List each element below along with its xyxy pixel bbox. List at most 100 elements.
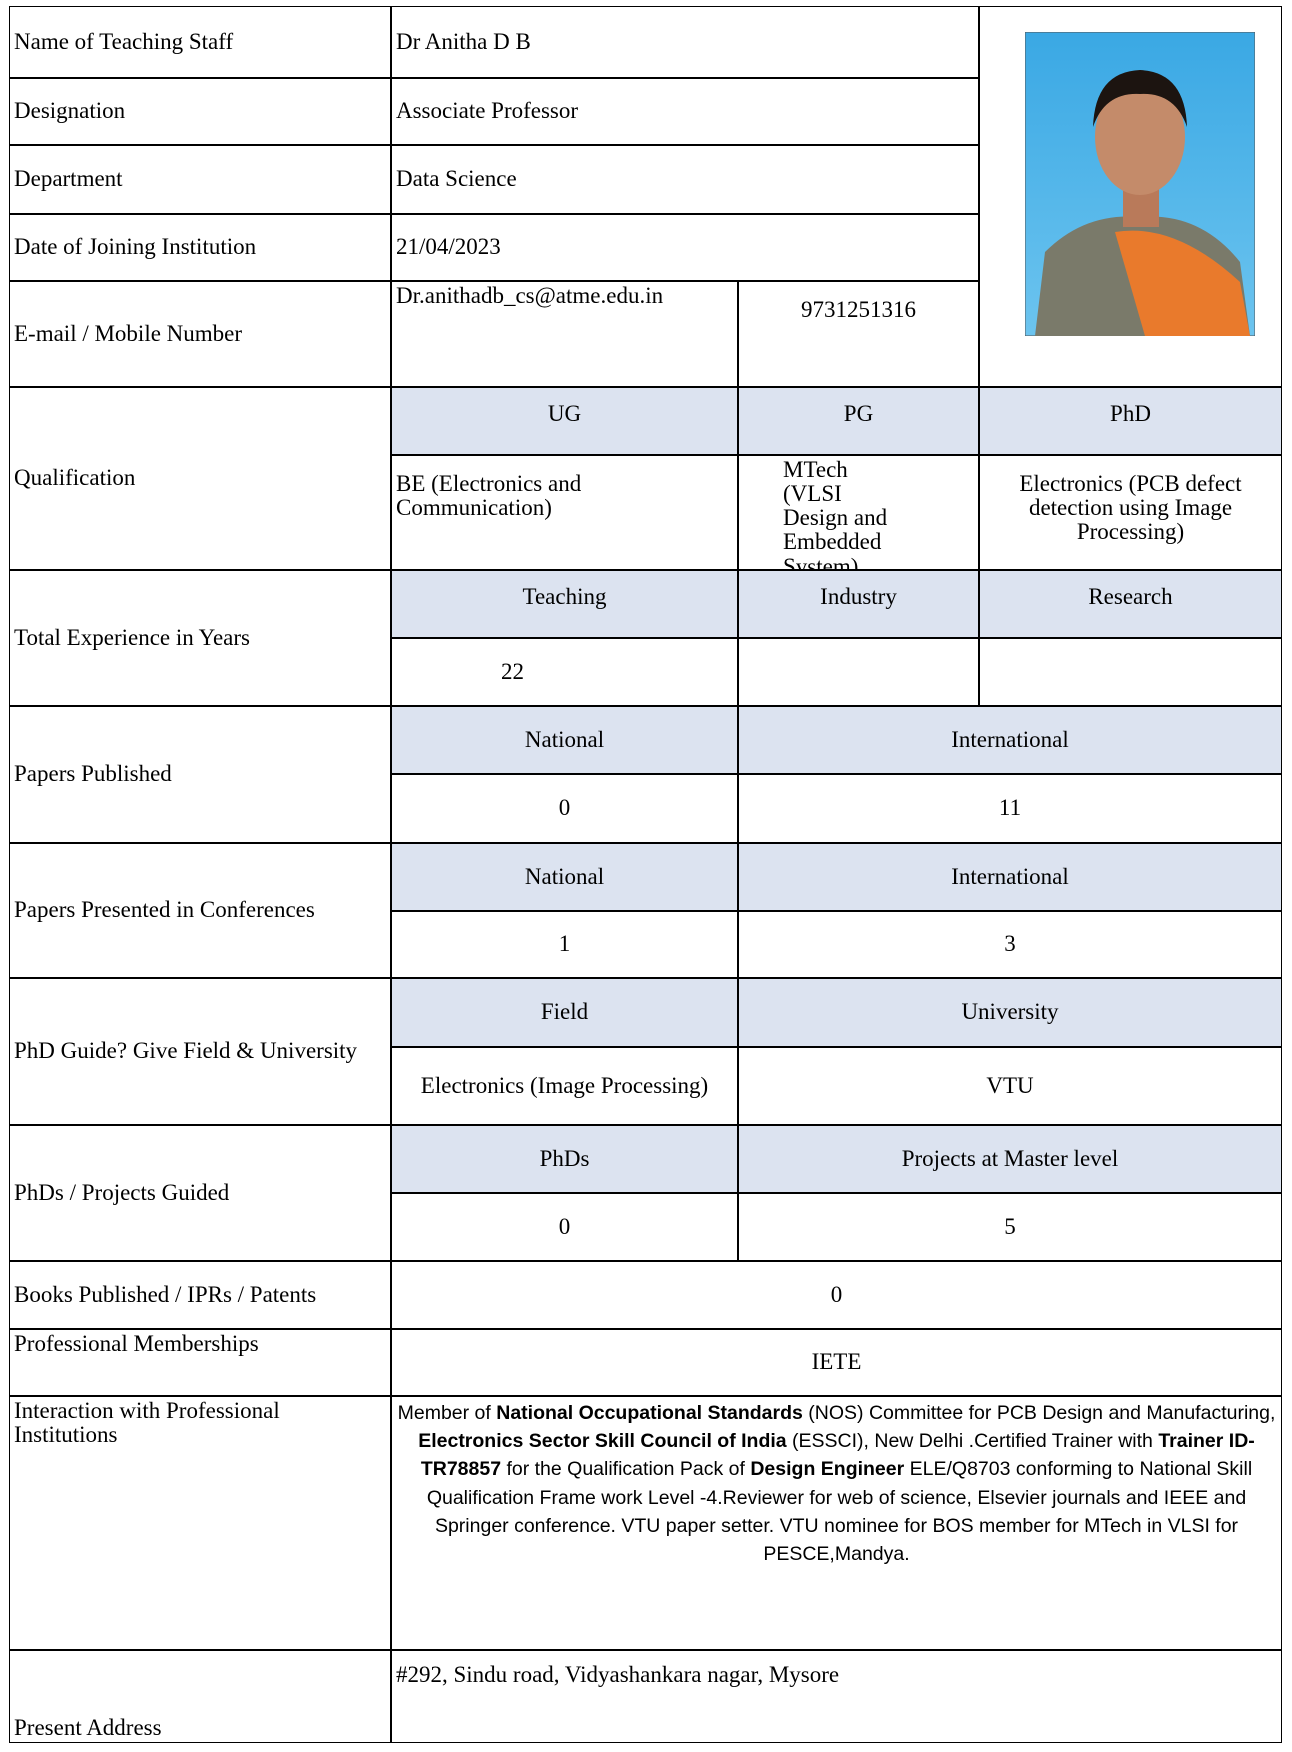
row-label: PhDs / Projects Guided xyxy=(9,1125,391,1261)
col-header-text: PhDs xyxy=(539,1145,590,1171)
row-label-text: Books Published / IPRs / Patents xyxy=(14,1281,317,1307)
col-header: Teaching xyxy=(391,570,738,638)
row-label-text: Professional Memberships xyxy=(14,1331,259,1356)
row-value-text: IETE xyxy=(811,1349,862,1375)
col-value-text: 0 xyxy=(558,1213,571,1239)
col-header: International xyxy=(738,706,1282,774)
row-label-text: Date of Joining Institution xyxy=(14,234,257,260)
row-label-text: Designation xyxy=(14,98,126,124)
text-run: (NOS) Committee for PCB Design and Manuf… xyxy=(802,1402,1276,1424)
col-value-text: 22 xyxy=(501,658,524,684)
col-value: MTech (VLSI Design and Embedded System) xyxy=(738,455,979,578)
col-header: Field xyxy=(391,978,738,1047)
col-value-text: VTU xyxy=(986,1072,1034,1098)
col-header-text: University xyxy=(961,999,1059,1025)
col-value: Electronics (Image Processing) xyxy=(391,1047,738,1125)
col-header: Projects at Master level xyxy=(738,1125,1282,1193)
col-value: 3 xyxy=(738,911,1282,978)
col-header: National xyxy=(391,706,738,774)
col-header-text: PG xyxy=(843,401,874,426)
col-header: University xyxy=(738,978,1282,1047)
col-value xyxy=(738,638,979,706)
row-value: Associate Professor xyxy=(391,78,979,145)
text-run: Trainer ID- TR78857 xyxy=(420,1430,1255,1481)
row-value-text: #292, Sindu road, Vidyashankara nagar, M… xyxy=(396,1662,840,1687)
row-label: Papers Presented in Conferences xyxy=(9,843,391,978)
col-header: PhDs xyxy=(391,1125,738,1193)
row-value: Dr Anitha D B xyxy=(391,6,979,78)
row-label-text: Papers Published xyxy=(14,761,172,787)
row-label-text: Interaction with Professional Institutio… xyxy=(14,1398,280,1448)
row-label: Department xyxy=(9,145,391,214)
photo xyxy=(1025,32,1255,336)
col-value: 5 xyxy=(738,1193,1282,1261)
col-value-text: 5 xyxy=(1004,1213,1016,1239)
col-header-text: Industry xyxy=(820,584,897,609)
row-label: Interaction with Professional Institutio… xyxy=(9,1396,391,1650)
row-value: Data Science xyxy=(391,145,979,214)
row-label-text: PhD Guide? Give Field & University xyxy=(14,1038,358,1064)
row-label: Qualification xyxy=(9,387,391,570)
col-header: Industry xyxy=(738,570,979,638)
col-value-text: 1 xyxy=(558,931,571,957)
row-label-text: Present Address xyxy=(14,1714,162,1740)
row-label: Designation xyxy=(9,78,391,145)
col-header-text: National xyxy=(524,863,605,889)
row-label: Papers Published xyxy=(9,706,391,843)
row-value-text: Associate Professor xyxy=(396,98,579,124)
col-header: Research xyxy=(979,570,1282,638)
col-header: PhD xyxy=(979,387,1282,455)
col-value-text: 3 xyxy=(1004,931,1016,957)
row-label-text: Qualification xyxy=(14,465,136,491)
mobile: 9731251316 xyxy=(738,281,979,387)
row-value-text: Data Science xyxy=(396,166,517,192)
col-header-text: Teaching xyxy=(522,584,607,609)
col-header: International xyxy=(738,843,1282,911)
col-value-text: MTech (VLSI Design and Embedded System) xyxy=(783,457,888,579)
row-value: 21/04/2023 xyxy=(391,214,979,281)
row-label-text: Name of Teaching Staff xyxy=(14,28,234,54)
text-run: Design Engineer xyxy=(750,1458,905,1481)
text-run: Electronics Sector Skill Council of Indi… xyxy=(418,1430,787,1453)
col-header-text: Research xyxy=(1088,584,1173,609)
row-label-text: PhDs / Projects Guided xyxy=(14,1179,230,1205)
row-label: PhD Guide? Give Field & University xyxy=(9,978,391,1125)
text-run: (ESSCI), New Delhi .Certified Trainer wi… xyxy=(786,1430,1159,1453)
col-header-text: International xyxy=(951,863,1069,889)
row-label: Books Published / IPRs / Patents xyxy=(9,1261,391,1329)
interaction-text: Member of National Occupational Standard… xyxy=(391,1396,1282,1650)
col-header-text: Field xyxy=(540,999,589,1025)
row-label-text: E-mail / Mobile Number xyxy=(14,320,243,346)
mobile-text: 9731251316 xyxy=(801,297,916,322)
row-value: #292, Sindu road, Vidyashankara nagar, M… xyxy=(391,1650,1282,1743)
col-value: Electronics (PCB defect detection using … xyxy=(979,455,1282,570)
text-run: National Occupational Standards xyxy=(496,1402,803,1424)
row-label: Date of Joining Institution xyxy=(9,214,391,281)
col-value: 1 xyxy=(391,911,738,978)
row-value: IETE xyxy=(391,1329,1282,1396)
col-value-text: Electronics (PCB defect detection using … xyxy=(1019,471,1242,545)
row-label-text: Papers Presented in Conferences xyxy=(14,897,315,923)
row-label-text: Total Experience in Years xyxy=(14,624,250,650)
col-value-text: 0 xyxy=(558,795,571,821)
row-value-text: 21/04/2023 xyxy=(396,234,501,260)
col-value-text: 11 xyxy=(998,795,1022,821)
col-value: 0 xyxy=(391,1193,738,1261)
col-value: 0 xyxy=(391,774,738,843)
row-label: Name of Teaching Staff xyxy=(9,6,391,78)
row-value-text: Dr Anitha D B xyxy=(396,28,531,54)
col-header: National xyxy=(391,843,738,911)
col-value-text: BE (Electronics and Communication) xyxy=(396,471,582,521)
email: Dr.anithadb_cs@atme.edu.in xyxy=(391,281,738,387)
row-label: Present Address xyxy=(9,1650,391,1743)
row-label: E-mail / Mobile Number xyxy=(9,281,391,387)
row-label: Total Experience in Years xyxy=(9,570,391,706)
col-header-text: National xyxy=(524,726,605,752)
row-value: 0 xyxy=(391,1261,1282,1329)
col-value xyxy=(979,638,1282,706)
row-label: Professional Memberships xyxy=(9,1329,391,1396)
col-header-text: Projects at Master level xyxy=(901,1145,1119,1171)
email-text: Dr.anithadb_cs@atme.edu.in xyxy=(396,283,664,308)
col-header-text: International xyxy=(951,726,1069,752)
